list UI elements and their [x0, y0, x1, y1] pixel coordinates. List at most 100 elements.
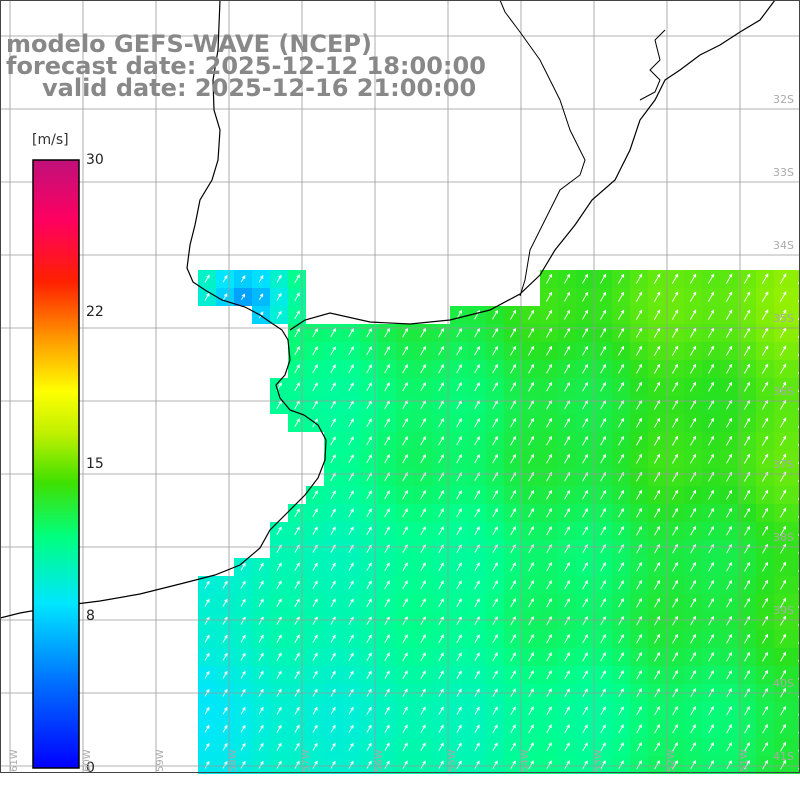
wind-arrow: [528, 670, 534, 680]
wind-arrow: [276, 274, 282, 283]
wind-arrow: [474, 580, 480, 590]
wind-arrow: [402, 526, 408, 536]
wind-arrow: [761, 291, 769, 303]
wind-arrow: [618, 562, 624, 572]
wind-arrow: [780, 651, 787, 662]
wind-arrow: [366, 364, 372, 374]
wind-arrow: [456, 670, 462, 679]
wind-arrow: [222, 580, 228, 589]
wind-arrow: [474, 742, 480, 751]
wind-arrow: [690, 363, 697, 374]
wind-arrow: [240, 670, 246, 679]
wind-arrow: [366, 634, 372, 643]
wind-arrow: [384, 490, 390, 500]
wind-arrow: [618, 670, 624, 680]
wind-arrow: [528, 562, 534, 572]
wind-arrow: [743, 309, 751, 320]
wind-arrow: [546, 634, 552, 644]
wind-arrow: [384, 526, 390, 536]
wind-arrow: [258, 275, 264, 283]
wind-cell: [792, 540, 800, 558]
wind-arrow: [762, 724, 768, 734]
wind-arrow: [780, 615, 787, 626]
wind-arrow: [672, 507, 678, 518]
wind-arrow: [510, 580, 516, 590]
wind-arrow: [636, 760, 642, 770]
wind-arrow: [510, 598, 516, 608]
wind-arrow: [366, 562, 372, 571]
wind-arrow: [654, 453, 661, 464]
wind-cell: [792, 504, 800, 522]
wind-arrow: [582, 526, 588, 536]
wind-arrow: [366, 436, 372, 446]
wind-arrow: [672, 742, 678, 752]
lat-label: 38S: [773, 531, 794, 544]
wind-arrow: [762, 669, 768, 680]
wind-cell: [792, 414, 800, 432]
wind-arrow: [708, 579, 714, 590]
wind-arrow: [546, 706, 552, 716]
model-title: modelo GEFS-WAVE (NCEP): [6, 30, 372, 58]
wind-cell: [792, 270, 800, 288]
wind-arrow: [708, 562, 714, 572]
wind-arrow: [761, 453, 769, 464]
wind-arrow: [241, 293, 246, 300]
wind-arrow: [582, 417, 588, 428]
wind-arrow: [761, 273, 769, 284]
wind-arrow: [438, 346, 444, 356]
wind-arrow: [474, 724, 480, 733]
lat-label: 41S: [773, 750, 794, 763]
wind-arrow: [636, 706, 642, 716]
wind-arrow: [690, 579, 696, 590]
wind-arrow: [456, 508, 462, 518]
wind-arrow: [492, 309, 498, 320]
wind-arrow: [366, 652, 372, 661]
coastline: [0, 0, 327, 619]
wind-arrow: [474, 490, 480, 500]
wind-arrow: [600, 435, 606, 446]
wind-arrow: [762, 759, 768, 770]
wind-arrow: [294, 382, 300, 392]
lon-label: 54W: [520, 749, 531, 772]
wind-arrow: [366, 742, 372, 751]
wind-arrow: [294, 760, 300, 769]
wind-arrow: [222, 706, 228, 715]
wind-arrow: [456, 382, 462, 392]
wind-arrow: [528, 508, 534, 518]
wind-arrow: [690, 633, 696, 644]
wind-arrow: [528, 309, 535, 320]
wind-arrow: [204, 706, 210, 715]
wind-arrow: [402, 327, 408, 338]
lat-label: 40S: [773, 677, 794, 690]
wind-arrow: [348, 382, 354, 392]
wind-arrow: [240, 616, 246, 625]
wind-arrow: [600, 291, 607, 302]
wind-arrow: [312, 724, 318, 733]
wind-arrow: [276, 310, 282, 319]
wind-arrow: [600, 562, 606, 572]
wind-arrow: [348, 328, 354, 338]
wind-arrow: [258, 670, 264, 679]
wind-arrow: [546, 291, 553, 302]
wind-arrow: [779, 291, 787, 303]
wind-arrow: [600, 363, 606, 374]
wind-cell: [792, 360, 800, 378]
wind-arrow: [672, 633, 678, 644]
wind-arrow: [582, 652, 588, 662]
wind-arrow: [348, 580, 354, 589]
wind-arrow: [366, 418, 372, 428]
wind-arrow: [725, 345, 733, 356]
wind-arrow: [564, 598, 570, 608]
wind-arrow: [780, 741, 786, 752]
wind-arrow: [726, 760, 732, 770]
wind-arrow: [779, 453, 787, 464]
wind-arrow: [743, 363, 751, 374]
wind-arrow: [276, 580, 282, 589]
wind-arrow: [258, 562, 264, 571]
wind-arrow: [600, 724, 606, 734]
wind-arrow: [672, 651, 678, 662]
wind-arrow: [402, 598, 408, 608]
wind-arrow: [240, 598, 246, 607]
wind-arrow: [564, 381, 570, 392]
